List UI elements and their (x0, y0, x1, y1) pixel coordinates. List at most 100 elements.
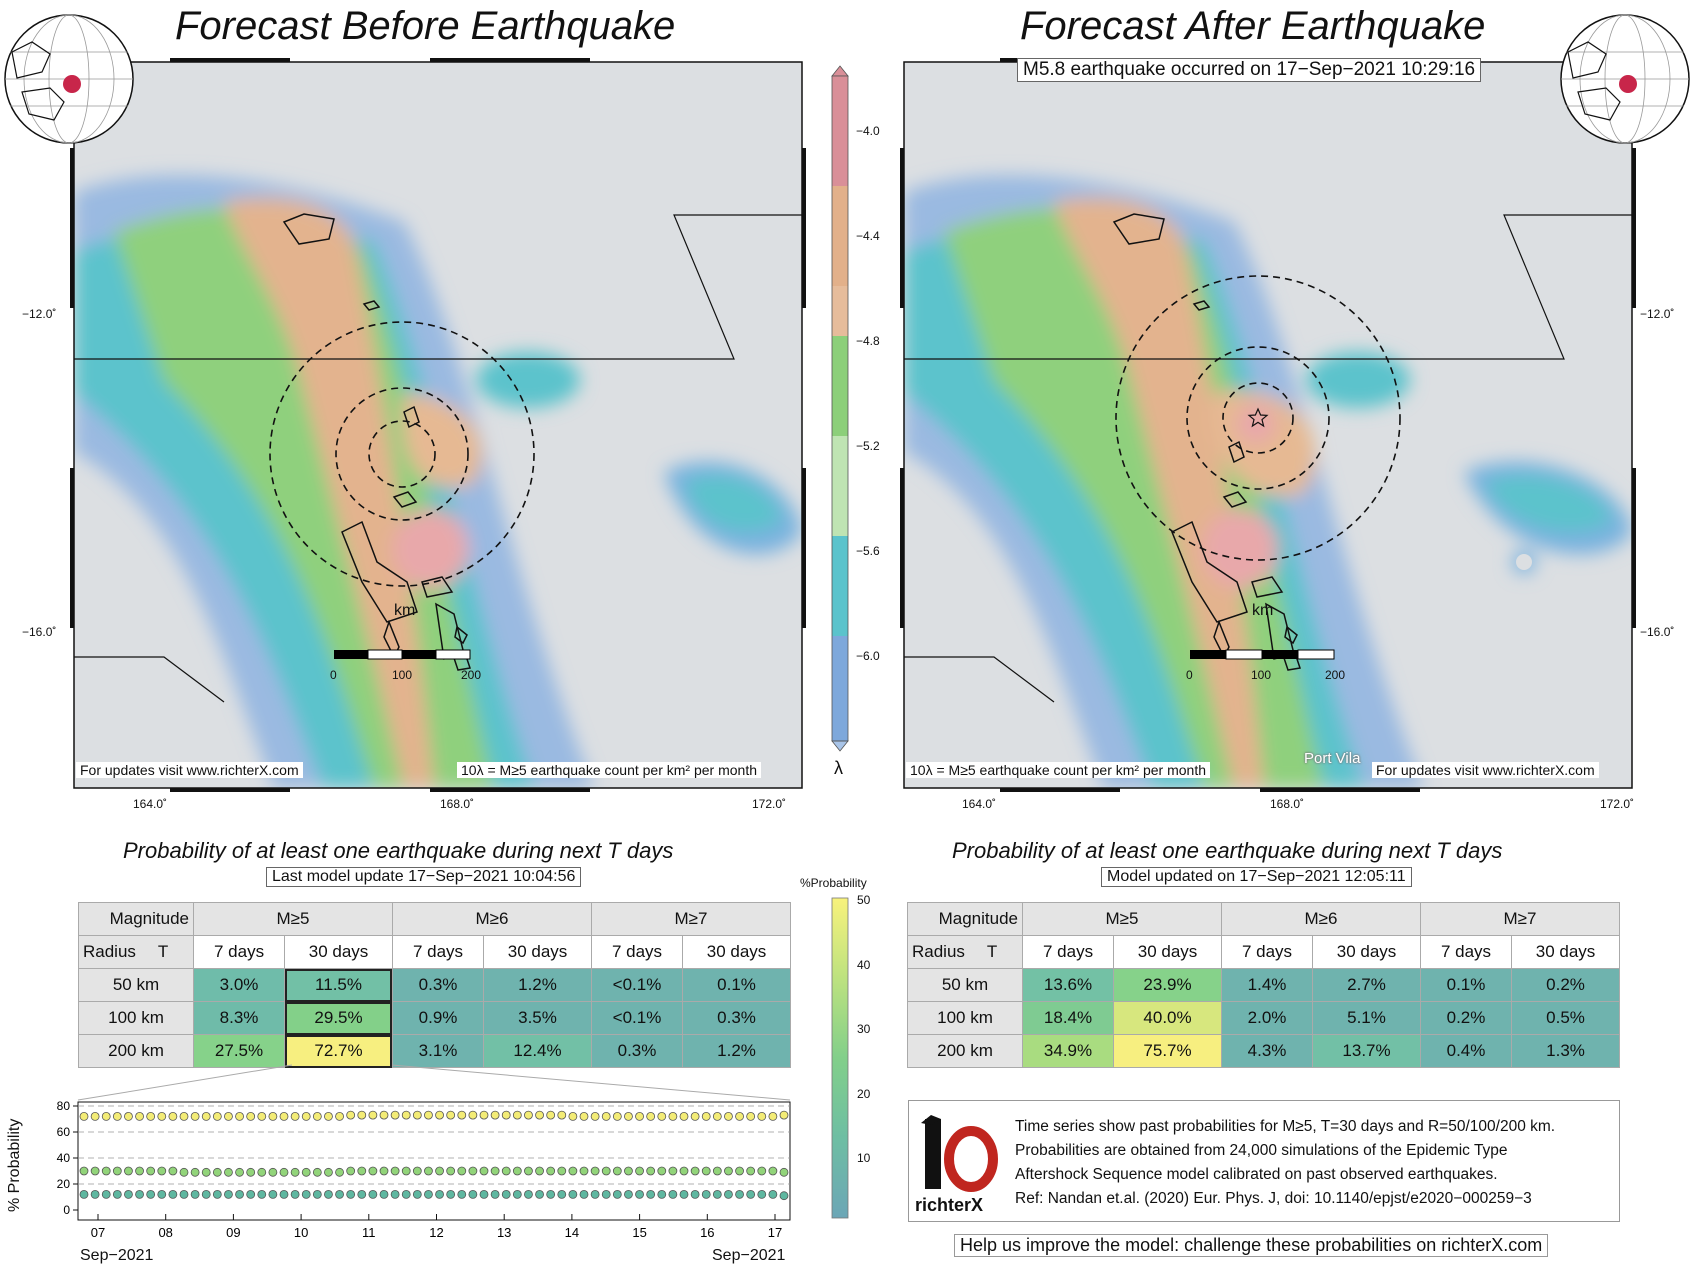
table-cell: 2.7% (1312, 968, 1421, 1002)
series-point (146, 1166, 156, 1176)
left-scale-bar (334, 649, 471, 660)
table-cell: 0.3% (590, 1034, 684, 1068)
series-point (479, 1166, 489, 1176)
series-point (435, 1189, 444, 1199)
right-updates-link[interactable]: For updates visit www.richterX.com (1372, 762, 1599, 778)
group-header-m5: M≥5 (193, 902, 393, 936)
series-point (179, 1167, 189, 1177)
lambda-colorbar (831, 65, 849, 752)
table-cell: 75.7% (1113, 1034, 1222, 1068)
series-point (646, 1166, 656, 1176)
right-legend-note: 10λ = M≥5 earthquake count per km² per m… (906, 762, 1211, 778)
series-point (679, 1166, 689, 1176)
series-point (590, 1189, 600, 1199)
left-updates-link[interactable]: For updates visit www.richterX.com (76, 762, 303, 778)
series-point (601, 1166, 611, 1176)
series-point (624, 1189, 633, 1199)
series-point (201, 1167, 211, 1177)
help-improve-link[interactable]: Help us improve the model: challenge the… (954, 1234, 1549, 1257)
series-point (568, 1189, 578, 1199)
series-point (435, 1166, 444, 1176)
right-lon-tick-168: 168.0˚ (1270, 797, 1305, 811)
left-forecast-map[interactable]: km 0 100 200 For updates visit www.richt… (74, 62, 802, 788)
radius-label: 200 km (78, 1034, 194, 1068)
series-point (112, 1189, 122, 1199)
prob-tick-40: 40 (857, 958, 871, 972)
series-point (557, 1189, 567, 1199)
table-cell: 0.2% (1511, 968, 1620, 1002)
series-point (468, 1110, 478, 1120)
period-header: 7 days (1220, 935, 1314, 969)
series-point (679, 1112, 689, 1121)
series-point (168, 1166, 178, 1176)
series-point (768, 1112, 778, 1121)
series-point (479, 1189, 489, 1199)
series-point (346, 1166, 356, 1176)
series-point (779, 1191, 789, 1201)
series-point (501, 1110, 511, 1120)
x-tick-label: 07 (91, 1225, 105, 1240)
series-point (646, 1189, 656, 1199)
magnitude-header: Magnitude (907, 902, 1023, 936)
series-point (446, 1166, 456, 1176)
right-scale-label: km (1252, 602, 1274, 619)
series-point (546, 1166, 556, 1176)
table-row: 200 km 27.5% 72.7% 3.1% 12.4% 0.3% 1.2% (78, 1034, 791, 1068)
series-point (724, 1112, 733, 1121)
series-point (612, 1112, 622, 1121)
prob-tick-20: 20 (857, 1087, 871, 1101)
series-point (212, 1189, 222, 1199)
right-probability-table: Magnitude M≥5 M≥6 M≥7 Radius T 7 days 30 … (907, 902, 1621, 1068)
series-point (357, 1166, 367, 1176)
series-point (512, 1189, 522, 1199)
series-point (457, 1110, 467, 1120)
series-point (79, 1112, 89, 1121)
timeseries-ylabel: % Probability (6, 1118, 23, 1212)
series-point (424, 1166, 433, 1176)
series-point (624, 1112, 633, 1121)
series-point (390, 1110, 400, 1120)
y-tick-label: 80 (57, 1099, 71, 1113)
richterx-logo-icon (921, 1115, 998, 1192)
series-point (101, 1189, 111, 1199)
series-point (690, 1189, 700, 1199)
series-point (246, 1167, 256, 1177)
colorbar-lambda-symbol: λ (834, 758, 843, 778)
series-point (146, 1189, 156, 1199)
series-point (135, 1166, 144, 1176)
table-row: 50 km 3.0% 11.5% 0.3% 1.2% <0.1% 0.1% (78, 968, 791, 1002)
prob-colorbar-label: %Probability (800, 876, 867, 890)
earthquake-event-label: M5.8 earthquake occurred on 17−Sep−2021 … (1017, 58, 1482, 82)
series-point (657, 1166, 667, 1176)
series-point (335, 1167, 344, 1177)
series-point (701, 1112, 711, 1121)
left-scale-tick-100: 100 (392, 668, 413, 682)
series-point (357, 1189, 367, 1199)
series-point (635, 1112, 644, 1121)
table-cell: 0.3% (682, 1001, 791, 1035)
info-line: Time series show past probabilities for … (1015, 1118, 1556, 1135)
right-scale-tick-100: 100 (1251, 668, 1272, 682)
series-point (335, 1189, 344, 1199)
series-point (490, 1110, 500, 1120)
y-tick-label: 20 (57, 1177, 71, 1191)
series-point (757, 1112, 767, 1121)
chart-frame (77, 1101, 791, 1221)
right-lon-tick-164: 164.0˚ (962, 797, 997, 811)
series-point (90, 1166, 100, 1176)
series-point (290, 1112, 300, 1121)
y-tick-label: 60 (57, 1125, 71, 1139)
series-point (157, 1112, 167, 1121)
table-cell: 12.4% (483, 1034, 592, 1068)
series-point (690, 1112, 700, 1121)
series-point (135, 1189, 144, 1199)
colorbar-tick-6: −6.0 (856, 649, 880, 663)
table-cell: 23.9% (1113, 968, 1222, 1002)
series-point (535, 1110, 544, 1120)
period-header: 7 days (590, 935, 684, 969)
right-forecast-map[interactable]: km 0 100 200 Port Vila 10λ = M≥5 earthqu… (904, 62, 1632, 788)
series-point (346, 1189, 356, 1199)
series-point (335, 1112, 344, 1121)
series-point (424, 1189, 433, 1199)
series-point (446, 1189, 456, 1199)
